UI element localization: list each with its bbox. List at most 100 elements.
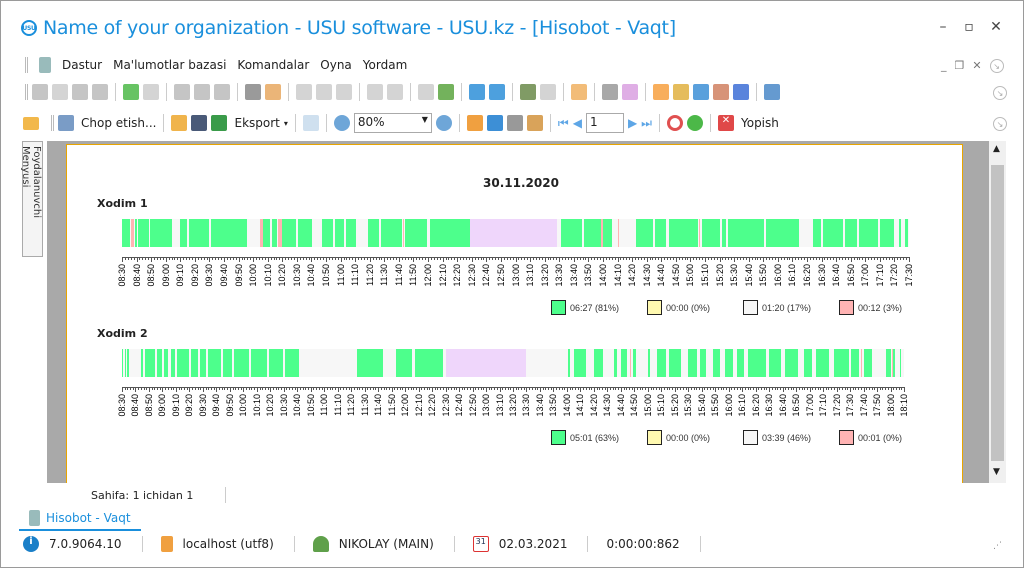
zoom-in-icon[interactable] bbox=[333, 115, 350, 131]
note-icon[interactable] bbox=[387, 84, 403, 100]
report-settings-icon[interactable] bbox=[526, 115, 543, 131]
users-icon[interactable] bbox=[713, 84, 729, 100]
status-bar: i 7.0.9064.10 localhost (utf8) NIKOLAY (M… bbox=[23, 535, 719, 553]
zoom-out-icon[interactable] bbox=[435, 115, 452, 131]
circle-arrow-icon[interactable] bbox=[540, 84, 556, 100]
close-all-windows-icon[interactable] bbox=[489, 84, 505, 100]
filter-icon[interactable] bbox=[174, 84, 190, 100]
image-icon[interactable] bbox=[265, 84, 281, 100]
filter-check-icon[interactable] bbox=[214, 84, 230, 100]
close-report-button[interactable]: Yopish bbox=[740, 116, 779, 130]
next-page-icon[interactable]: ▶ bbox=[627, 116, 638, 130]
scroll-down-icon[interactable]: ▼ bbox=[993, 467, 1000, 477]
copy-icon[interactable] bbox=[52, 84, 68, 100]
axis-tick bbox=[526, 387, 528, 392]
last-page-icon[interactable]: ⏭ bbox=[641, 115, 652, 130]
tick-label: 17:40 bbox=[858, 394, 869, 417]
segment-work bbox=[736, 349, 745, 377]
add-column-icon[interactable] bbox=[367, 84, 383, 100]
layout-icon[interactable] bbox=[486, 115, 503, 131]
segment-work bbox=[702, 219, 721, 247]
export-table-icon[interactable] bbox=[418, 84, 434, 100]
edit-icon[interactable] bbox=[72, 84, 88, 100]
document-tab[interactable]: Hisobot - Vaqt bbox=[19, 507, 141, 531]
expand-icon[interactable] bbox=[316, 84, 332, 100]
axis-tick bbox=[769, 257, 771, 260]
tree-icon[interactable] bbox=[466, 115, 483, 131]
chevron-down-icon: ▼ bbox=[421, 115, 428, 124]
user-menu-tab[interactable]: Foydalanuvchi Menyusi bbox=[20, 141, 43, 257]
axis-tick bbox=[378, 387, 380, 392]
axis-tick bbox=[885, 387, 887, 390]
export-button[interactable]: Eksport bbox=[234, 116, 280, 130]
scroll-up-icon[interactable]: ▲ bbox=[993, 144, 1000, 154]
axis-tick bbox=[457, 257, 459, 262]
mdi-minimize-button[interactable]: _ bbox=[941, 59, 947, 72]
tick-label: 10:00 bbox=[248, 264, 259, 287]
page-number-input[interactable]: 1 bbox=[585, 113, 624, 133]
columns-icon[interactable] bbox=[296, 84, 312, 100]
info-icon[interactable] bbox=[764, 84, 780, 100]
color-wheel-icon[interactable] bbox=[622, 84, 638, 100]
mdi-restore-button[interactable]: ❐ bbox=[954, 59, 965, 72]
tick-label: 14:50 bbox=[670, 264, 681, 287]
axis-tick bbox=[197, 387, 199, 390]
resize-grip[interactable]: ⋰ bbox=[993, 541, 1002, 551]
collapse-icon[interactable] bbox=[336, 84, 352, 100]
axis-tick bbox=[685, 387, 687, 390]
toolbar-options-icon[interactable]: ↘ bbox=[993, 117, 1007, 131]
lock-icon[interactable] bbox=[673, 84, 689, 100]
print-button[interactable]: Chop etish... bbox=[81, 116, 157, 130]
rss-icon[interactable] bbox=[653, 84, 669, 100]
maximize-button[interactable]: ▫ bbox=[964, 19, 974, 35]
axis-tick bbox=[573, 257, 575, 262]
segment-work bbox=[657, 349, 666, 377]
menu-window[interactable]: Oyna bbox=[320, 58, 352, 72]
refresh-icon[interactable] bbox=[686, 115, 703, 131]
axis-tick bbox=[224, 387, 226, 390]
vertical-scrollbar[interactable]: ▲ ▼ bbox=[989, 141, 1006, 483]
close-button[interactable]: ✕ bbox=[990, 19, 1002, 35]
menu-database[interactable]: Ma'lumotlar bazasi bbox=[113, 58, 227, 72]
filter-clear-icon[interactable] bbox=[194, 84, 210, 100]
axis-tick bbox=[766, 387, 768, 390]
tick-label: 15:10 bbox=[699, 264, 710, 287]
axis-tick bbox=[847, 387, 849, 390]
plugin-icon[interactable] bbox=[733, 84, 749, 100]
axis-tick bbox=[399, 387, 401, 390]
axis-tick bbox=[688, 387, 690, 392]
first-page-icon[interactable]: ⏮ bbox=[557, 115, 569, 130]
menu-commands[interactable]: Komandalar bbox=[237, 58, 310, 72]
axis-tick bbox=[258, 257, 260, 260]
open-icon[interactable] bbox=[171, 115, 188, 131]
stop-icon[interactable] bbox=[666, 115, 683, 131]
toolbar-options-icon[interactable]: ↘ bbox=[989, 59, 1004, 73]
folder-icon[interactable] bbox=[23, 117, 39, 130]
prev-page-icon[interactable]: ◀ bbox=[572, 116, 582, 130]
zoom-select[interactable]: 80% ▼ bbox=[353, 113, 432, 133]
menu-help[interactable]: Yordam bbox=[362, 58, 408, 72]
location-pin-icon[interactable] bbox=[571, 84, 587, 100]
save-icon[interactable] bbox=[191, 115, 208, 131]
wrench-icon[interactable] bbox=[506, 115, 523, 131]
user-key-icon[interactable] bbox=[693, 84, 709, 100]
gear-icon[interactable] bbox=[602, 84, 618, 100]
axis-tick bbox=[809, 387, 811, 392]
flag-icon[interactable] bbox=[245, 84, 261, 100]
new-record-icon[interactable] bbox=[32, 84, 48, 100]
toolbar-options-icon[interactable]: ↘ bbox=[993, 86, 1007, 100]
minimize-button[interactable]: – bbox=[939, 19, 947, 35]
scroll-thumb[interactable] bbox=[991, 165, 1004, 461]
search-icon[interactable] bbox=[143, 84, 159, 100]
mdi-close-button[interactable]: ✕ bbox=[972, 59, 982, 72]
axis-tick bbox=[655, 387, 657, 390]
menu-dastur[interactable]: Dastur bbox=[62, 58, 103, 72]
preview-icon[interactable] bbox=[302, 115, 319, 131]
exit-icon[interactable] bbox=[520, 84, 536, 100]
axis-tick bbox=[669, 387, 671, 390]
axis-tick bbox=[772, 257, 773, 260]
delete-icon[interactable] bbox=[92, 84, 108, 100]
refresh-icon[interactable] bbox=[123, 84, 139, 100]
excel-export-icon[interactable] bbox=[438, 84, 454, 100]
close-window-icon[interactable] bbox=[469, 84, 485, 100]
